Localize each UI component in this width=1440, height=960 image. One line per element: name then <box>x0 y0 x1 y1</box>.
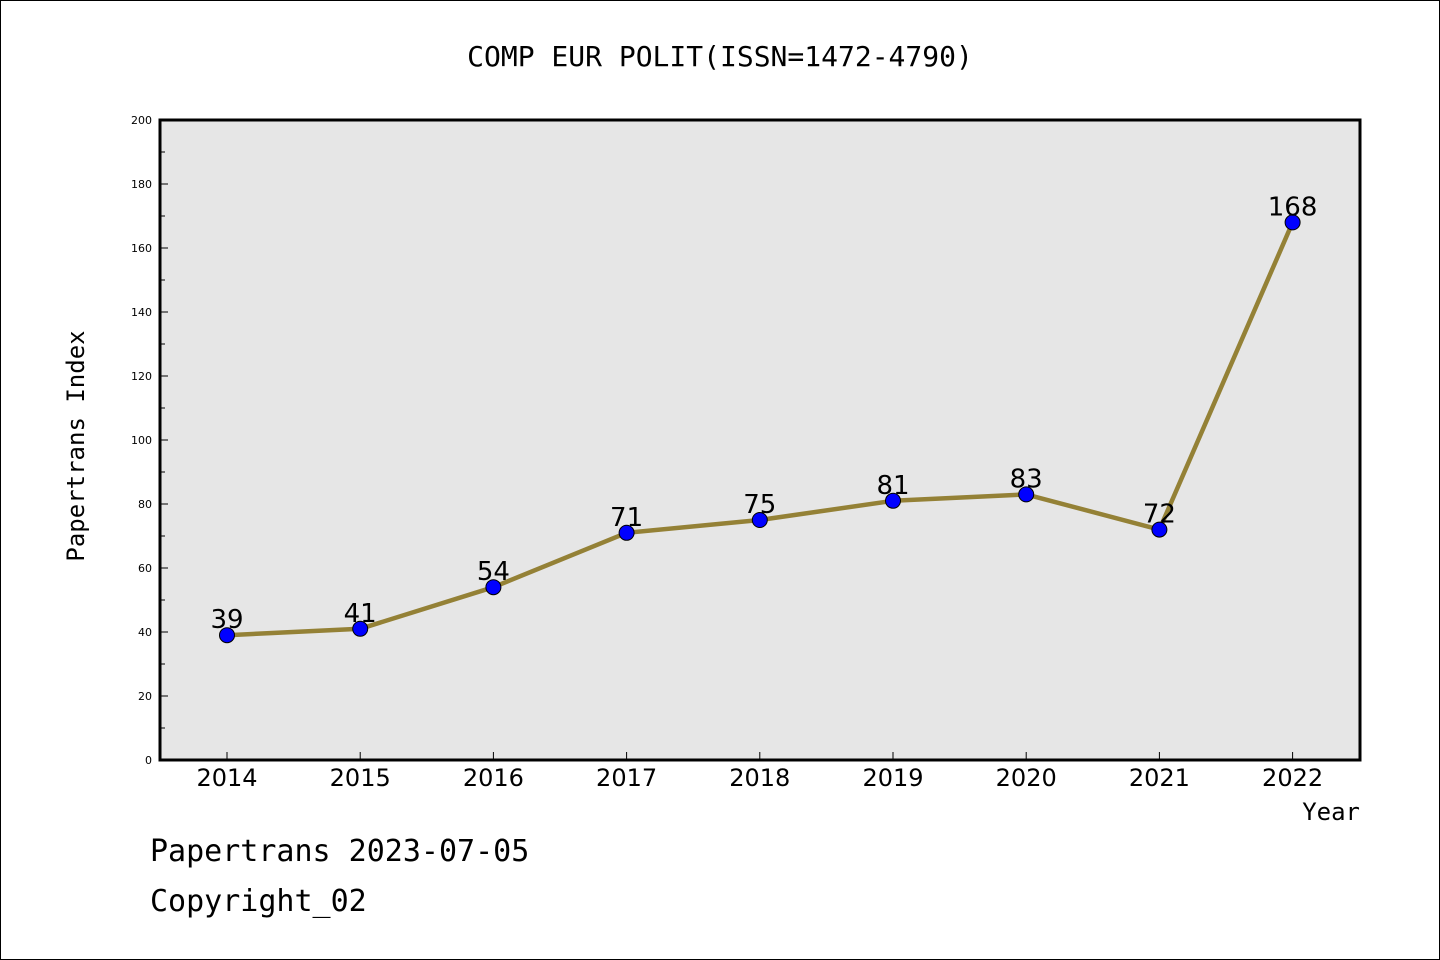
data-point <box>219 627 235 644</box>
y-tick-label: 80 <box>138 498 152 511</box>
plot-area <box>160 120 1360 760</box>
data-point <box>751 512 768 528</box>
data-label: 39 <box>210 605 243 635</box>
y-tick-label: 0 <box>145 754 152 767</box>
data-point <box>1151 521 1168 538</box>
data-points <box>219 214 1301 644</box>
footer-copyright: Copyright_02 <box>150 884 367 919</box>
data-label: 75 <box>743 490 776 520</box>
data-label: 71 <box>610 503 643 533</box>
y-tick-label: 200 <box>131 114 152 127</box>
x-tick-label: 2017 <box>596 764 657 792</box>
y-tick-label: 120 <box>131 370 152 383</box>
x-tick-label: 2019 <box>862 764 923 792</box>
data-point <box>1018 486 1035 503</box>
y-tick-label: 160 <box>131 242 152 255</box>
x-tick-label: 2021 <box>1129 764 1190 792</box>
x-tick-label: 2014 <box>196 764 257 792</box>
footer-date: Papertrans 2023-07-05 <box>150 834 530 869</box>
y-tick-label: 40 <box>138 626 152 639</box>
x-tick-label: 2015 <box>330 764 391 792</box>
x-axis: 2014 2015 2016 2017 2018 2019 2020 2021 2022 <box>196 752 1323 792</box>
data-label: 41 <box>344 599 377 629</box>
y-axis-label: Papertrans Index <box>62 330 90 561</box>
data-label: 72 <box>1143 500 1176 530</box>
y-tick-label: 60 <box>138 562 152 575</box>
y-tick-label: 180 <box>131 178 152 191</box>
y-tick-label: 20 <box>138 690 152 703</box>
data-point <box>352 620 369 637</box>
y-tick-label: 140 <box>131 306 152 319</box>
data-point <box>1284 214 1301 231</box>
data-point <box>885 492 901 509</box>
data-point <box>618 524 635 541</box>
x-axis-label: Year <box>1302 798 1360 826</box>
data-label: 168 <box>1268 192 1318 222</box>
y-tick-label: 100 <box>131 434 152 447</box>
y-axis: 0 20 40 60 80 100 120 140 160 180 200 <box>131 114 168 767</box>
data-label: 54 <box>477 557 510 587</box>
chart-title: COMP EUR POLIT(ISSN=1472-4790) <box>467 40 973 73</box>
x-tick-label: 2016 <box>463 764 524 792</box>
data-point <box>485 579 502 596</box>
data-label: 83 <box>1010 464 1043 494</box>
x-tick-label: 2022 <box>1262 764 1323 792</box>
x-tick-label: 2018 <box>729 764 790 792</box>
plot-border <box>158 118 1362 762</box>
data-label: 81 <box>876 471 909 501</box>
data-labels: 39 41 54 71 75 81 83 72 168 <box>210 192 1317 635</box>
x-tick-label: 2020 <box>996 764 1057 792</box>
